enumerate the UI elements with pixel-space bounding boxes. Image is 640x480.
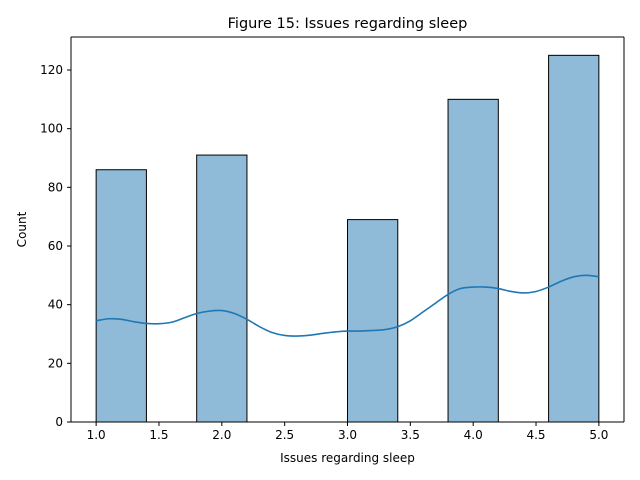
y-tick-label: 40	[48, 298, 63, 312]
chart-title: Figure 15: Issues regarding sleep	[228, 16, 468, 32]
x-tick-label: 2.5	[275, 428, 294, 442]
x-tick-label: 3.5	[401, 428, 420, 442]
histogram-bar-0	[95, 169, 147, 423]
x-tick-label: 1.0	[87, 428, 106, 442]
histogram-bar-7	[447, 98, 499, 423]
x-tick-label: 2.0	[212, 428, 231, 442]
bars-layer	[95, 54, 600, 423]
y-tick-label: 120	[40, 63, 63, 77]
y-tick-label: 100	[40, 122, 63, 136]
x-axis-label: Issues regarding sleep	[280, 451, 415, 465]
histogram-bar-5	[347, 219, 399, 423]
x-tick-label: 5.0	[589, 428, 608, 442]
kde-line	[95, 274, 599, 337]
x-tick-label: 4.5	[526, 428, 545, 442]
y-axis-label: Count	[15, 211, 29, 247]
y-tick-label: 20	[48, 356, 63, 370]
histogram-bar-2	[196, 154, 248, 423]
ticks-layer: 1.0 1.5 2.0 2.5 3.0 3.5 4.0 4.5 5.0 0 20 40 60 80 100 1…	[40, 63, 608, 442]
x-tick-label: 1.5	[149, 428, 168, 442]
x-tick-label: 3.0	[338, 428, 357, 442]
kde-layer	[95, 274, 599, 337]
x-tick-label: 4.0	[464, 428, 483, 442]
y-tick-label: 0	[55, 415, 63, 429]
histogram-bar-9	[548, 54, 600, 423]
y-tick-label: 80	[48, 180, 63, 194]
y-tick-label: 60	[48, 239, 63, 253]
